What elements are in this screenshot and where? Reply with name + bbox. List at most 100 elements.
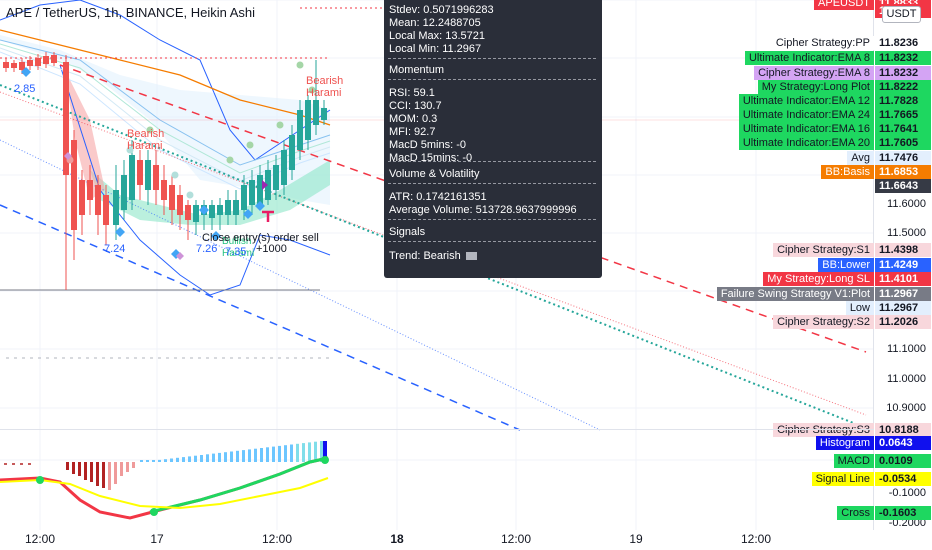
macd-hist-bar xyxy=(146,460,149,462)
candle-body xyxy=(63,62,69,175)
price-label-value: 11.2967 xyxy=(875,287,931,301)
candle-body xyxy=(153,165,159,190)
macd-hist-bar xyxy=(266,447,269,462)
price-label-value: 11.8222 xyxy=(875,80,931,94)
candle-body xyxy=(51,55,57,63)
signal-diamond xyxy=(199,205,209,215)
stat-local-min: Local Min: 11.2967 xyxy=(389,43,482,55)
candle-body xyxy=(313,100,319,125)
candle-body xyxy=(79,180,85,215)
signal-dot xyxy=(296,61,304,69)
trade-value-label: 7.24 xyxy=(104,243,125,255)
price-label-name: BB:Lower xyxy=(818,258,874,272)
candle-body xyxy=(121,175,127,210)
macd-hist-bar xyxy=(284,445,287,462)
macd-hist-bar xyxy=(296,443,299,462)
signal-diamond xyxy=(211,231,221,241)
macd-line xyxy=(149,456,329,514)
macd-hist-bar xyxy=(102,462,105,488)
price-label-name: Cipher Strategy:S3 xyxy=(773,423,874,437)
candle-body xyxy=(103,195,109,225)
trade-value-label: 7.35 xyxy=(225,246,246,258)
macd-hist-bar xyxy=(248,449,251,462)
price-label-value: -0.1603 xyxy=(875,506,931,520)
envelope-icon xyxy=(465,252,477,260)
macd-hist-bar xyxy=(170,458,173,462)
price-label-value: 11.8232 xyxy=(875,51,931,65)
candle-body xyxy=(273,165,279,190)
price-label-name: BB:Basis xyxy=(821,165,874,179)
signal-dot xyxy=(186,191,194,199)
price-label-value: 0.0109 xyxy=(875,454,931,468)
macd-hist-bar xyxy=(182,457,185,462)
price-label-name: Avg xyxy=(847,151,874,165)
momentum-mom: MOM: 0.3 xyxy=(389,113,438,125)
price-label-name: Histogram xyxy=(815,436,874,450)
candle-body xyxy=(249,180,255,205)
macd-hist-bar xyxy=(230,451,233,462)
macd-hist-bar xyxy=(236,450,239,462)
macd-hist-bar xyxy=(200,455,203,462)
candle-body xyxy=(161,180,167,200)
macd-hist-bar xyxy=(323,441,327,462)
candle-body xyxy=(95,185,101,215)
price-label-value: 11.4398 xyxy=(875,243,931,257)
cross-dot xyxy=(36,476,44,484)
candle-body xyxy=(71,140,77,230)
bullish-harami-label: Harami xyxy=(222,248,254,259)
signal-diamond xyxy=(115,227,125,237)
bearish-harami-label: Harami xyxy=(306,87,341,99)
price-label-name: Ultimate Indicator:EMA 12 xyxy=(738,94,874,108)
price-label-value: 11.4101 xyxy=(875,272,931,286)
stat-mean: Mean: 12.2488705 xyxy=(389,17,481,29)
cloud-fill xyxy=(65,70,105,200)
price-label-name: Ultimate Indicator:EMA 20 xyxy=(738,136,874,150)
macd-hist-bar xyxy=(254,448,257,462)
signals-heading: Signals xyxy=(389,226,426,238)
price-label-name: Low xyxy=(845,301,874,315)
macd-hist-bar xyxy=(132,462,135,468)
volatility-heading: Volume & Volatility xyxy=(389,168,480,180)
candle-body xyxy=(257,175,263,205)
macd-hist-bar xyxy=(308,442,311,462)
signal-line xyxy=(0,477,329,510)
price-label-name: MACD xyxy=(833,454,874,468)
pane-divider[interactable] xyxy=(0,429,874,430)
candle-body xyxy=(11,63,17,68)
price-label-value: 11.7828 xyxy=(875,94,931,108)
bullish-harami-label: Bullish xyxy=(222,236,251,247)
tooltip-divider xyxy=(388,183,596,184)
currency-button[interactable]: USDT xyxy=(882,6,921,23)
candle-body xyxy=(281,150,287,185)
price-tick: 11.6000 xyxy=(887,198,926,210)
signal-diamond xyxy=(21,67,31,77)
price-label-name: Ultimate Indicator:EMA 24 xyxy=(738,108,874,122)
price-label-name: Cipher Strategy:S2 xyxy=(773,315,874,329)
tooltip-divider xyxy=(388,241,596,242)
trade-value-label: +1000 xyxy=(256,243,287,255)
time-label: 19 xyxy=(629,532,643,546)
momentum-mfi: MFI: 92.7 xyxy=(389,126,436,138)
price-tick: -0.2000 xyxy=(888,517,926,529)
candle-body xyxy=(297,110,303,150)
price-label-value: 11.2026 xyxy=(875,315,931,329)
macd-hist-bar xyxy=(66,462,69,470)
macd-hist-bar xyxy=(206,454,209,462)
price-label-value: 11.8236 xyxy=(875,36,931,50)
signal-diamond xyxy=(176,252,184,260)
momentum-heading: Momentum xyxy=(389,64,445,76)
bearish-harami-label: Bearish xyxy=(306,75,343,87)
candle-body xyxy=(35,58,41,66)
macd-hist-bar xyxy=(120,462,123,476)
price-tick: -0.1000 xyxy=(888,487,926,499)
price-label-value: 11.7605 xyxy=(875,136,931,150)
symbol-title[interactable]: APE / TetherUS, 1h, BINANCE, Heikin Ashi xyxy=(6,5,256,20)
macd-hist-bar xyxy=(108,462,111,490)
price-label-value: 0.0643 xyxy=(875,436,931,450)
macd-hist-bar xyxy=(278,445,281,462)
macd-hist-bar xyxy=(224,452,227,462)
price-label-value: 11.2967 xyxy=(875,301,931,315)
price-tick: 11.1000 xyxy=(887,343,926,355)
candle-body xyxy=(193,205,199,222)
